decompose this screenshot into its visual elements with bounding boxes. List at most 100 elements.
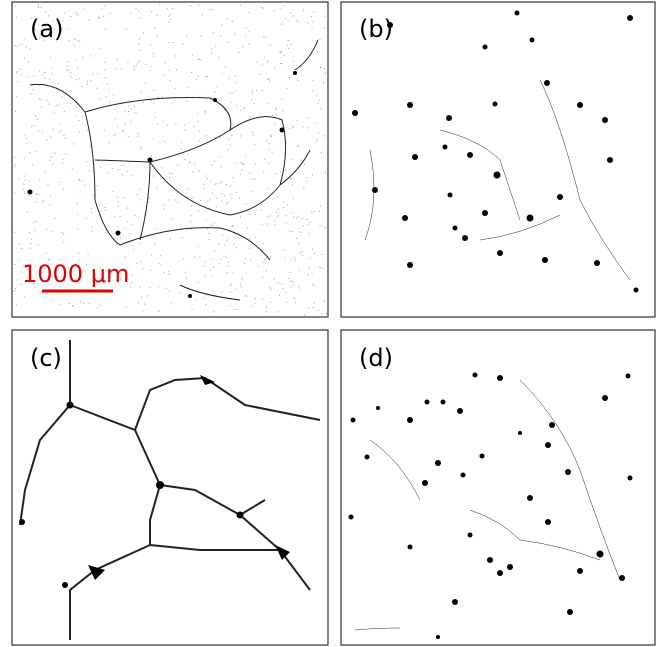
speckle-dot (263, 8, 264, 9)
speckle-dot (242, 170, 243, 171)
speckle-dot (312, 80, 313, 81)
speckle-dot (290, 272, 291, 273)
speckle-dot (106, 96, 107, 97)
speckle-dot (309, 257, 310, 258)
speckle-dot (274, 124, 275, 125)
speckle-dot (96, 88, 97, 89)
speckle-dot (199, 96, 200, 97)
speckle-dot (324, 16, 325, 17)
speckle-dot (38, 7, 39, 8)
speckle-dot (275, 220, 276, 221)
speckle-dot (76, 13, 77, 14)
speckle-dot (64, 111, 65, 112)
speckle-dot (278, 209, 279, 210)
speckle-dot (72, 169, 73, 170)
speckle-dot (205, 111, 206, 112)
speckle-dot (218, 57, 219, 58)
speckle-dot (204, 266, 205, 267)
speckle-dot (53, 299, 54, 300)
speckle-dot (24, 38, 25, 39)
speckle-dot (66, 69, 67, 70)
speckle-dot (185, 130, 186, 131)
speckle-dot (319, 267, 320, 268)
speckle-dot (158, 263, 159, 264)
speckle-dot (286, 222, 287, 223)
speckle-dot (275, 224, 276, 225)
speckle-dot (265, 37, 266, 38)
speckle-dot (254, 103, 255, 104)
speckle-dot (85, 218, 86, 219)
speckle-dot (45, 11, 46, 12)
speckle-dot (50, 57, 51, 58)
speckle-dot (30, 248, 31, 249)
speckle-dot (242, 277, 243, 278)
speckle-dot (26, 138, 27, 139)
speckle-dot (290, 178, 291, 179)
speckle-dot (206, 219, 207, 220)
speckle-dot (326, 313, 327, 314)
speckle-dot (32, 164, 33, 165)
speckle-dot (233, 244, 234, 245)
speckle-dot (23, 184, 24, 185)
speckle-dot (254, 144, 255, 145)
speckle-dot (90, 55, 91, 56)
speckle-dot (310, 222, 311, 223)
speckle-dot (256, 210, 257, 211)
speckle-dot (270, 45, 271, 46)
speckle-dot (282, 98, 283, 99)
speckle-dot (238, 309, 239, 310)
speckle-dot (296, 238, 297, 239)
speckle-dot (136, 263, 137, 264)
speckle-dot (318, 310, 319, 311)
speckle-dot (43, 200, 44, 201)
speckle-dot (98, 17, 99, 18)
speckle-dot (169, 70, 170, 71)
speckle-dot (296, 217, 297, 218)
speckle-dot (59, 304, 60, 305)
speckle-dot (14, 166, 15, 167)
speckle-dot (198, 246, 199, 247)
speckle-dot (220, 36, 221, 37)
speckle-dot (169, 291, 170, 292)
speckle-dot (304, 314, 305, 315)
speckle-dot (275, 109, 276, 110)
speckle-dot (140, 261, 141, 262)
speckle-dot (308, 117, 309, 118)
speckle-dot (263, 171, 264, 172)
speckle-dot (294, 260, 295, 261)
speckle-dot (245, 258, 246, 259)
speckle-dot (68, 70, 69, 71)
speckle-dot (39, 179, 40, 180)
speckle-dot (38, 131, 39, 132)
speckle-dot (203, 298, 204, 299)
speckle-dot (247, 227, 248, 228)
speckle-dot (261, 209, 262, 210)
speckle-dot (49, 160, 50, 161)
speckle-dot (162, 167, 163, 168)
speckle-dot (14, 193, 15, 194)
speckle-dot (154, 243, 155, 244)
speckle-dot (123, 131, 124, 132)
speckle-dot (99, 48, 100, 49)
speckle-dot (260, 113, 261, 114)
speckle-dot (21, 248, 22, 249)
speckle-dot (131, 282, 132, 283)
speckle-dot (44, 72, 45, 73)
speckle-dot (14, 264, 15, 265)
speckle-dot (300, 232, 301, 233)
speckle-dot (184, 159, 185, 160)
speckle-dot (55, 218, 56, 219)
speckle-dot (248, 211, 249, 212)
speckle-dot (216, 86, 217, 87)
speckle-dot (290, 281, 291, 282)
speckle-dot (164, 62, 165, 63)
speckle-dot (312, 22, 313, 23)
speckle-dot (254, 303, 255, 304)
speckle-dot (46, 100, 47, 101)
speckle-dot (192, 54, 193, 55)
speckle-dot (173, 42, 174, 43)
speckle-dot (262, 90, 263, 91)
speckle-dot (313, 307, 314, 308)
speckle-dot (308, 307, 309, 308)
speckle-dot (135, 112, 136, 113)
